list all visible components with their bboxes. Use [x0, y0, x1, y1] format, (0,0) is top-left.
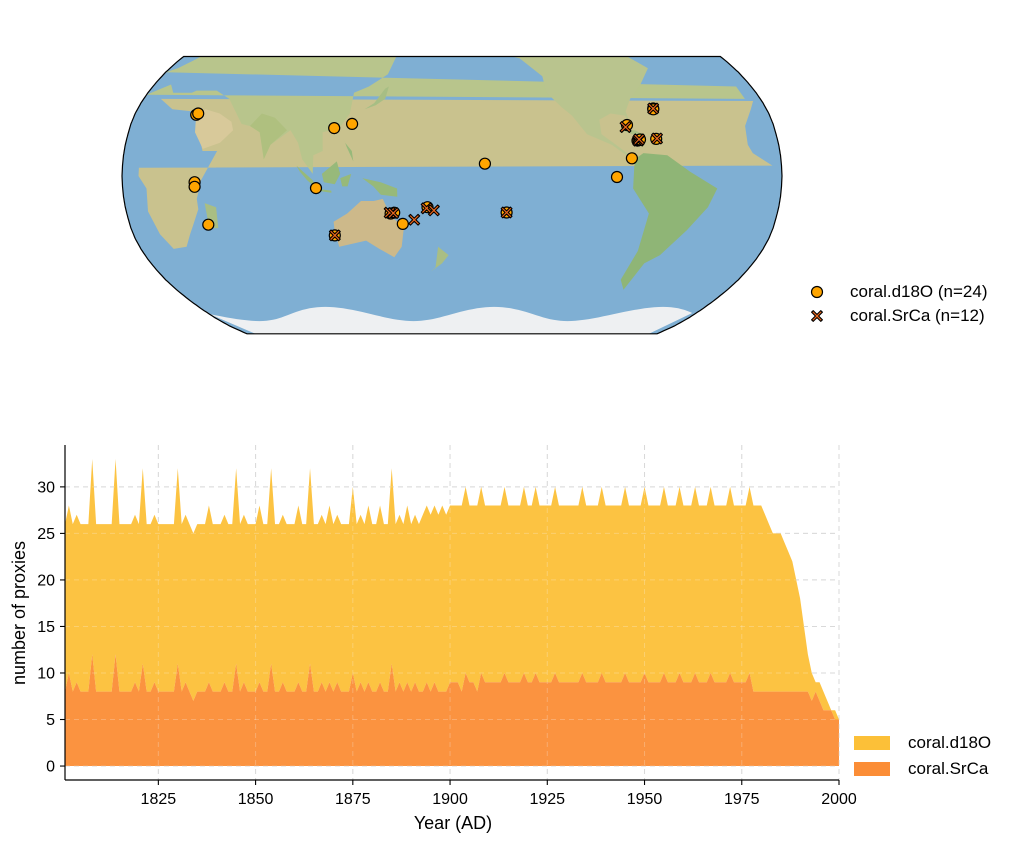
land-newzealand [430, 246, 449, 272]
marker-d18O-15 [610, 170, 624, 184]
map-outline [121, 55, 783, 335]
marker-d18O-6 [328, 122, 341, 135]
marker-SrCa-0 [328, 229, 341, 242]
circle-icon [810, 285, 824, 299]
marker-SrCa-9 [633, 133, 646, 146]
x-axis-label: Year (AD) [414, 813, 492, 833]
proxy-markers [188, 102, 663, 242]
x-tick-label-1875: 1875 [335, 791, 371, 808]
marker-d18O-3 [188, 180, 201, 193]
area-coral-d18O [65, 458, 839, 720]
y-tick-label-10: 10 [37, 665, 55, 682]
area-coral-SrCa [65, 654, 839, 767]
x-icon [811, 310, 823, 322]
chart-legend: coral.d18O coral.SrCa [854, 730, 1014, 782]
x-tick-label-1900: 1900 [432, 791, 468, 808]
marker-SrCa-7 [619, 121, 632, 133]
chart-legend-item-d18O: coral.d18O [854, 730, 1014, 756]
map-legend: coral.d18O (n=24) coral.SrCa (n=12) [806, 280, 1006, 328]
marker-d18O-13 [478, 157, 491, 170]
y-tick-label-15: 15 [37, 619, 55, 636]
marker-d18O-16 [625, 152, 639, 165]
land-borneo [321, 161, 341, 185]
map-legend-label-SrCa: coral.SrCa (n=12) [850, 306, 985, 325]
legend-swatch-d18O [854, 736, 890, 750]
y-tick-label-0: 0 [46, 759, 55, 776]
map-legend-item-d18O: coral.d18O (n=24) [806, 280, 1006, 304]
marker-SrCa-3 [408, 213, 421, 226]
y-tick-label-30: 30 [37, 479, 55, 496]
land-philippines [343, 138, 354, 162]
marker-SrCa-11 [651, 132, 663, 145]
land-arabia [195, 109, 234, 149]
land-newguinea [362, 178, 398, 197]
proxy-count-area-chart: 1825 1850 1875 1900 1925 1950 1975 2000 0 5 10 15 20… [9, 445, 857, 833]
marker-d18O-1 [192, 107, 205, 120]
marker-d18O-7 [346, 117, 359, 131]
land-sumatra [296, 165, 317, 189]
land-india [250, 113, 287, 160]
x-tick-label-1850: 1850 [238, 791, 274, 808]
x-tick-label-1925: 1925 [529, 791, 565, 808]
land-madagascar [204, 203, 219, 229]
land-southamerica [620, 153, 718, 290]
land-northamerica [468, 56, 648, 160]
x-tick-label-1975: 1975 [724, 791, 760, 808]
map-legend-item-SrCa: coral.SrCa (n=12) [806, 304, 1006, 328]
world-map [121, 18, 783, 335]
chart-panel: 1825 1850 1875 1900 1925 1950 1975 2000 0 5 10 15 20… [0, 430, 1016, 842]
chart-legend-label-d18O: coral.d18O [908, 733, 992, 752]
land-sulawesi [340, 173, 352, 187]
land-layer [138, 18, 773, 334]
marker-d18O-5 [309, 182, 323, 195]
map-legend-label-d18O: coral.d18O (n=24) [850, 282, 988, 301]
map-panel [0, 0, 1016, 360]
x-tick-label-2000: 2000 [821, 791, 857, 808]
chart-legend-item-SrCa: coral.SrCa [854, 756, 1014, 782]
legend-swatch-SrCa [854, 762, 890, 776]
y-tick-label-25: 25 [37, 526, 55, 543]
y-tick-label-20: 20 [37, 572, 55, 589]
y-axis-label: number of proxies [9, 541, 29, 685]
areas [65, 445, 840, 780]
marker-SrCa-5 [427, 204, 440, 217]
axes: 1825 1850 1875 1900 1925 1950 1975 2000 0 5 10 15 20… [37, 445, 857, 808]
y-tick-label-5: 5 [46, 712, 55, 729]
land-eurasia [146, 56, 745, 174]
land-antarctica [209, 306, 693, 334]
marker-SrCa-2 [387, 207, 400, 220]
x-tick-label-1825: 1825 [141, 791, 177, 808]
land-greenland [586, 18, 663, 52]
chart-legend-label-SrCa: coral.SrCa [908, 759, 989, 778]
marker-d18O-4 [202, 218, 215, 231]
marker-d18O-11 [396, 217, 409, 230]
land-japan [364, 86, 389, 110]
marker-SrCa-6 [500, 206, 513, 219]
x-tick-label-1950: 1950 [627, 791, 663, 808]
marker-SrCa-10 [647, 102, 660, 115]
